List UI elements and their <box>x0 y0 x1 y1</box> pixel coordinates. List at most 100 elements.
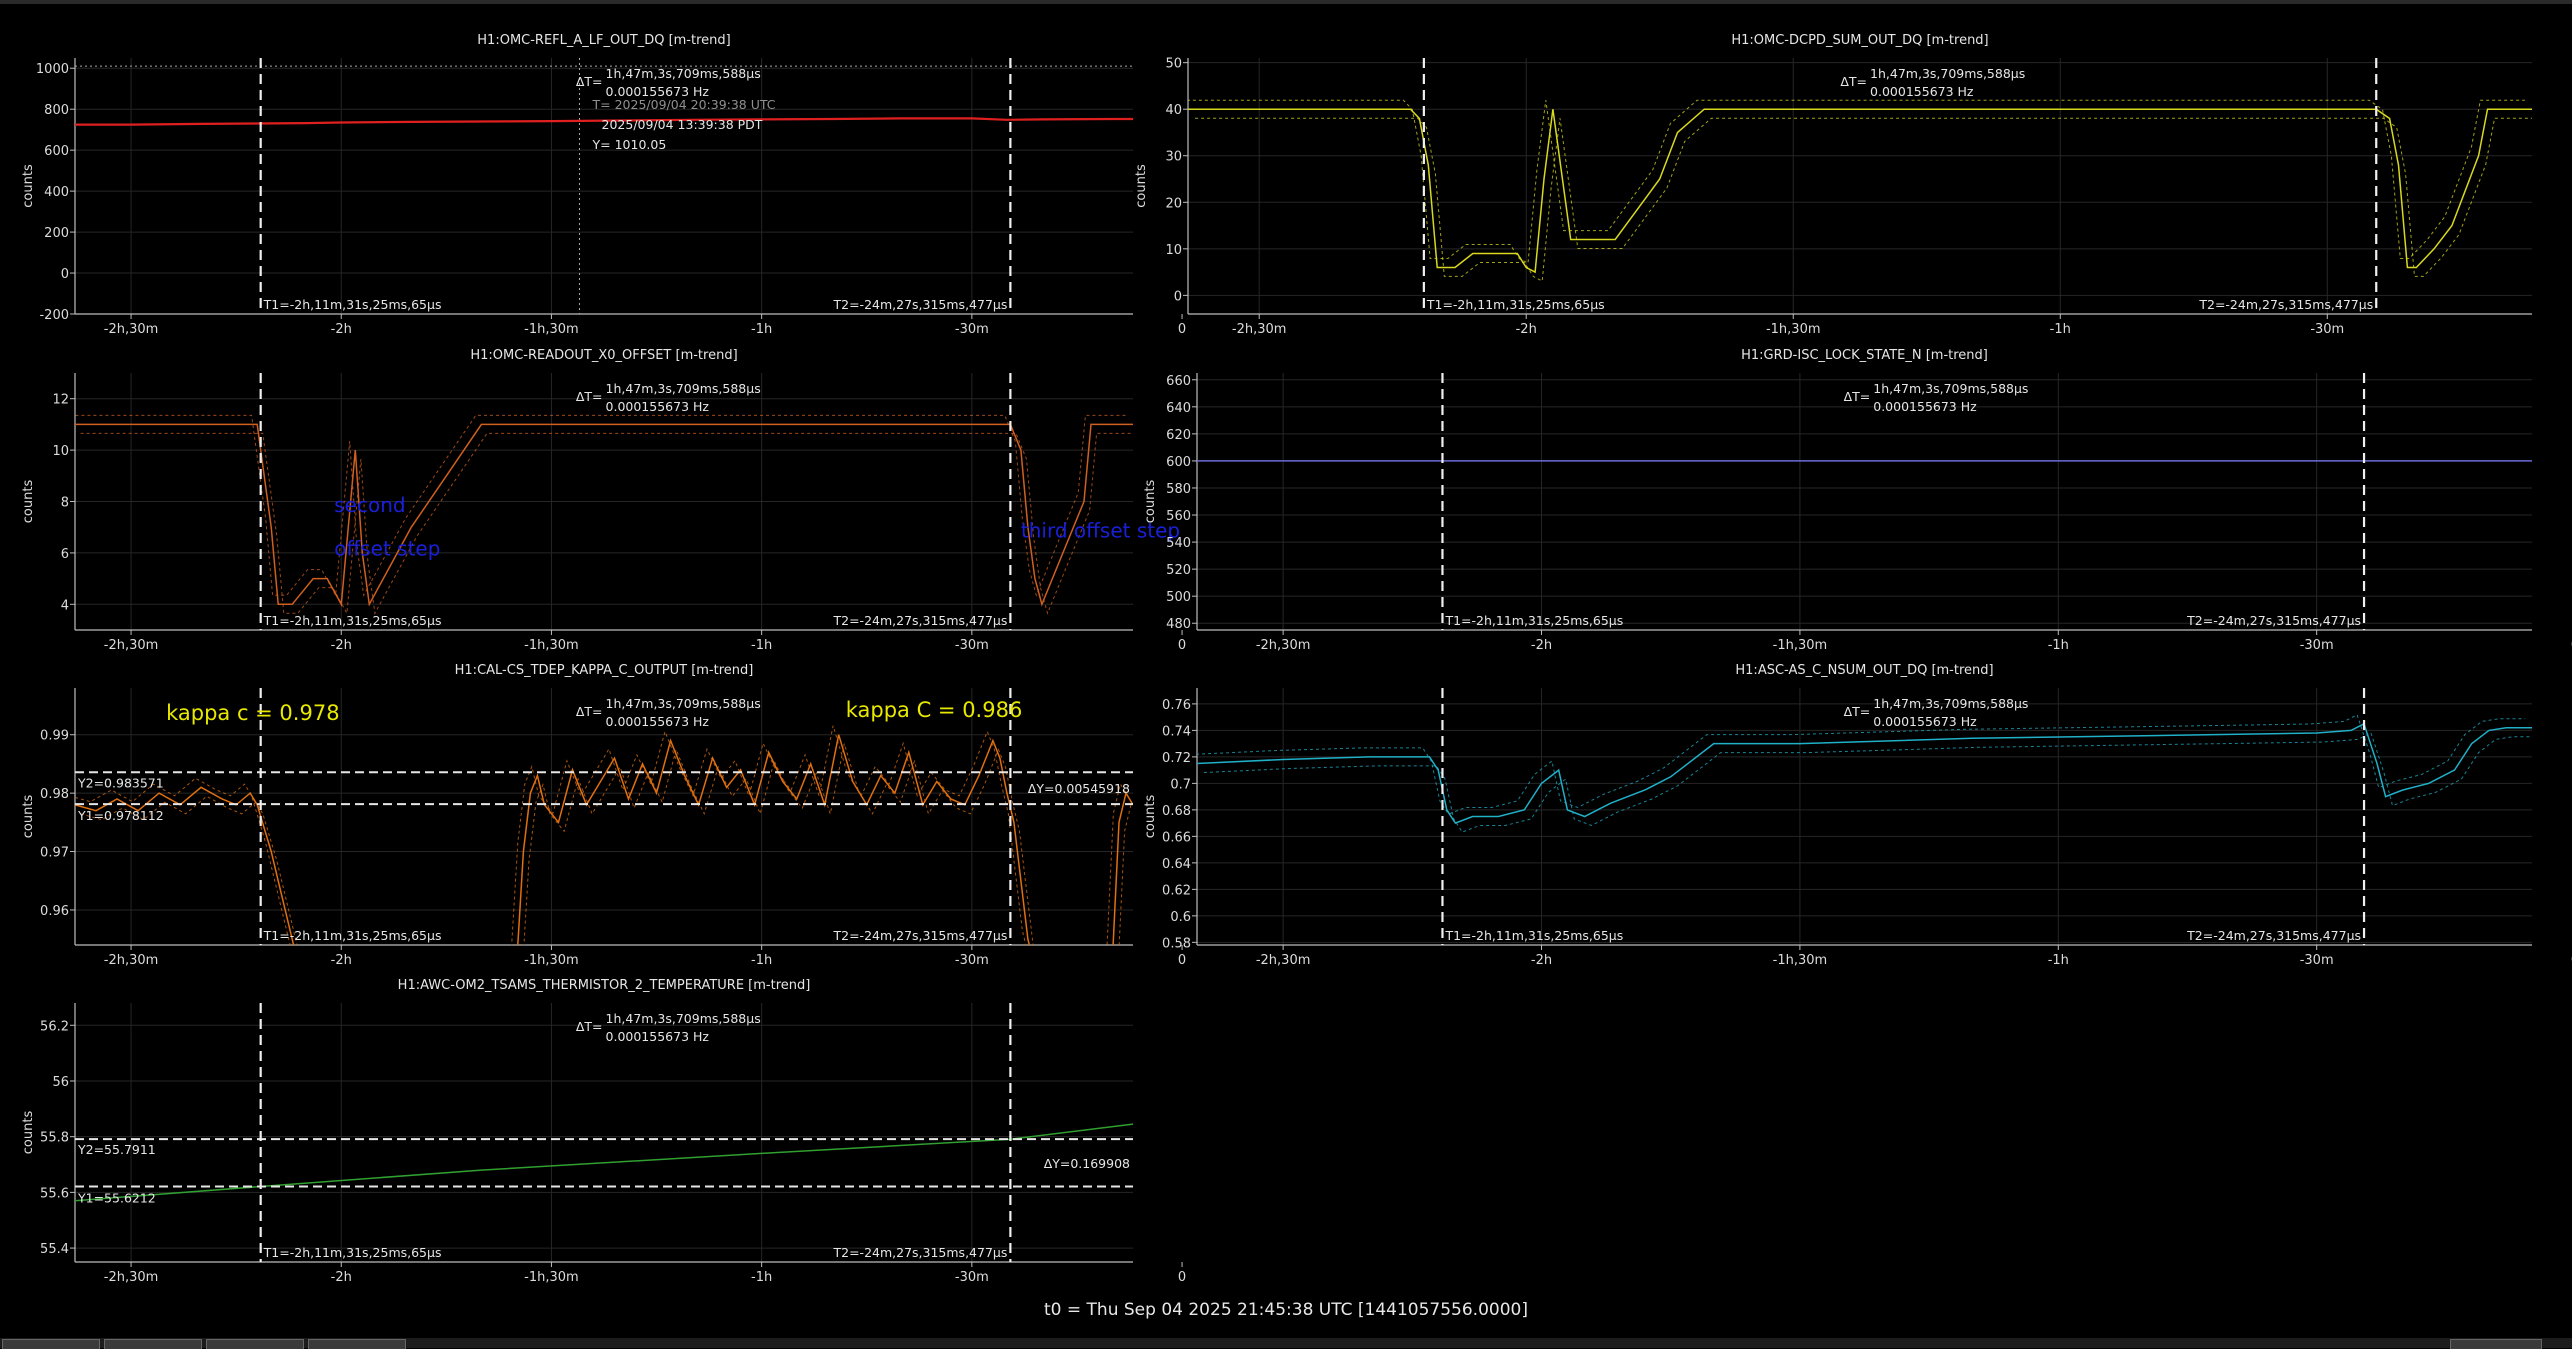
y-tick-label: 0.64 <box>1162 857 1191 872</box>
y-tick-label: 620 <box>1166 428 1191 443</box>
y-axis-label: counts <box>1134 164 1149 208</box>
bottom-tab-1[interactable] <box>2 1339 100 1349</box>
y2-label: Y2=0.983571 <box>77 775 164 790</box>
plot-title: H1:ASC-AS_C_NSUM_OUT_DQ [m-trend] <box>1735 663 1993 678</box>
delta-t-label: ΔT= <box>1840 74 1867 89</box>
y-tick-label: 0.96 <box>40 904 69 919</box>
y-axis-label: counts <box>1143 795 1158 839</box>
t2-label: T2=-24m,27s,315ms,477µs <box>833 928 1008 943</box>
bottom-tab-3[interactable] <box>206 1339 304 1349</box>
cursor-time-pdt: 2025/09/04 13:39:38 PDT <box>602 117 763 132</box>
plot-data <box>75 414 1133 615</box>
y-tick-label: 0.62 <box>1162 883 1191 898</box>
series-min-line <box>80 432 1133 615</box>
x-tick-label: -1h,30m <box>524 1270 579 1285</box>
x-tick-label: -2h <box>1531 953 1552 968</box>
delta-t-frequency: 0.000155673 Hz <box>606 84 710 99</box>
delta-t-frequency: 0.000155673 Hz <box>606 399 710 414</box>
plot-p3[interactable]: 4 6 8 10 12 -2h,30m -2h -1h,30m -1h -30m 0 counts H1… <box>21 348 1186 653</box>
window-top-strip <box>0 0 2572 4</box>
y-tick-label: 660 <box>1166 374 1191 389</box>
plot-title: H1:AWC-OM2_TSAMS_THERMISTOR_2_TEMPERATUR… <box>398 978 811 993</box>
delta-t-frequency: 0.000155673 Hz <box>606 1029 710 1044</box>
bottom-tab-2[interactable] <box>104 1339 202 1349</box>
x-tick-label: -1h <box>751 953 772 968</box>
y-tick-label: 0.99 <box>40 729 69 744</box>
t2-label: T2=-24m,27s,315ms,477µs <box>2186 928 2361 943</box>
x-tick-label: -1h <box>751 1270 772 1285</box>
t1-label: T1=-2h,11m,31s,25ms,65µs <box>263 613 442 628</box>
x-tick-label: -2h,30m <box>1256 953 1311 968</box>
series-min-line <box>1195 117 2532 282</box>
x-tick-label: -1h,30m <box>524 322 579 337</box>
plot-p2[interactable]: 0 10 20 30 40 50 -2h,30m -2h -1h,30m -1h -30m 0 coun… <box>1134 33 2572 337</box>
delta-t-value: 1h,47m,3s,709ms,588µs <box>1870 66 2025 81</box>
t1-label: T1=-2h,11m,31s,25ms,65µs <box>263 928 442 943</box>
t1-label: T1=-2h,11m,31s,25ms,65µs <box>263 297 442 312</box>
offset-step-annotation: third offset step <box>1021 518 1180 542</box>
t2-label: T2=-24m,27s,315ms,477µs <box>833 297 1008 312</box>
kappa-label: kappa c = 0.978 <box>166 701 339 725</box>
delta-t-frequency: 0.000155673 Hz <box>1873 399 1977 414</box>
delta-t-value: 1h,47m,3s,709ms,588µs <box>606 696 761 711</box>
y-tick-label: 0.68 <box>1162 804 1191 819</box>
series-max-line <box>75 725 1128 945</box>
y-tick-label: 200 <box>44 226 69 241</box>
y-tick-label: 55.8 <box>40 1131 69 1146</box>
delta-t-value: 1h,47m,3s,709ms,588µs <box>606 66 761 81</box>
plot-title: H1:OMC-READOUT_X0_OFFSET [m-trend] <box>470 348 737 363</box>
plot-p7[interactable]: 55.4 55.6 55.8 56 56.2 -2h,30m -2h -1h,30m -1h -3… <box>21 978 1186 1285</box>
y-axis-label: counts <box>1143 480 1158 524</box>
x-tick-label: -1h <box>751 638 772 653</box>
x-tick-label: -30m <box>955 1270 989 1285</box>
t2-label: T2=-24m,27s,315ms,477µs <box>833 1245 1008 1260</box>
cursor-y-value: Y= 1010.05 <box>592 137 667 152</box>
series-min-line <box>1203 732 2532 833</box>
x-tick-label: 0 <box>1178 638 1186 653</box>
t0-footer: t0 = Thu Sep 04 2025 21:45:38 UTC [14410… <box>1044 1300 1528 1320</box>
delta-t-value: 1h,47m,3s,709ms,588µs <box>606 381 761 396</box>
x-tick-label: -30m <box>955 322 989 337</box>
y-tick-label: 0.66 <box>1162 830 1191 845</box>
x-tick-label: -2h <box>1516 322 1537 337</box>
y-tick-label: 10 <box>52 444 69 459</box>
x-tick-label: -1h <box>2050 322 2071 337</box>
plot-data <box>1188 99 2532 282</box>
plot-data <box>75 58 1133 314</box>
y-axis-label: counts <box>21 480 36 524</box>
x-tick-label: 0 <box>2571 953 2572 968</box>
delta-t-label: ΔT= <box>1844 389 1871 404</box>
y-tick-label: 40 <box>1165 103 1182 118</box>
y-tick-label: 0.58 <box>1162 936 1191 951</box>
series-line <box>1188 108 2532 274</box>
x-tick-label: -30m <box>2300 638 2334 653</box>
delta-t-frequency: 0.000155673 Hz <box>606 714 710 729</box>
y1-label: Y1=0.978112 <box>77 808 164 823</box>
series-min-line <box>80 743 1133 945</box>
y-tick-label: 560 <box>1166 509 1191 524</box>
y-tick-label: 4 <box>61 598 69 613</box>
bottom-tab-4[interactable] <box>308 1339 406 1349</box>
delta-t-label: ΔT= <box>576 74 603 89</box>
y-tick-label: 0.98 <box>40 787 69 802</box>
plot-title: H1:OMC-REFL_A_LF_OUT_DQ [m-trend] <box>477 33 730 48</box>
y-tick-label: 580 <box>1166 482 1191 497</box>
y-tick-label: 0.74 <box>1162 724 1191 739</box>
x-tick-label: -2h,30m <box>104 638 159 653</box>
x-tick-label: -1h,30m <box>524 638 579 653</box>
x-tick-label: -1h,30m <box>524 953 579 968</box>
plot-p5[interactable]: 0.96 0.97 0.98 0.99 -2h,30m -2h -1h,30m -1h -30m… <box>21 663 1186 977</box>
y-tick-label: 500 <box>1166 590 1191 605</box>
bottom-tab-right[interactable] <box>2450 1339 2542 1349</box>
y-tick-label: 55.6 <box>40 1186 69 1201</box>
plot-p4[interactable]: 480 500 520 540 560 580 600 620 640 660 -2h,30m -2h… <box>1143 348 2572 653</box>
y-tick-label: 20 <box>1165 196 1182 211</box>
plot-data <box>1197 714 2532 833</box>
x-tick-label: -2h,30m <box>104 1270 159 1285</box>
series-line <box>1197 722 2532 825</box>
delta-y-label: ΔY=0.169908 <box>1044 1156 1130 1171</box>
t2-label: T2=-24m,27s,315ms,477µs <box>833 613 1008 628</box>
y-tick-label: 480 <box>1166 617 1191 632</box>
plot-p6[interactable]: 0.58 0.6 0.62 0.64 0.66 0.68 0.7 0.72 0.74 0.76 -2… <box>1143 663 2572 968</box>
